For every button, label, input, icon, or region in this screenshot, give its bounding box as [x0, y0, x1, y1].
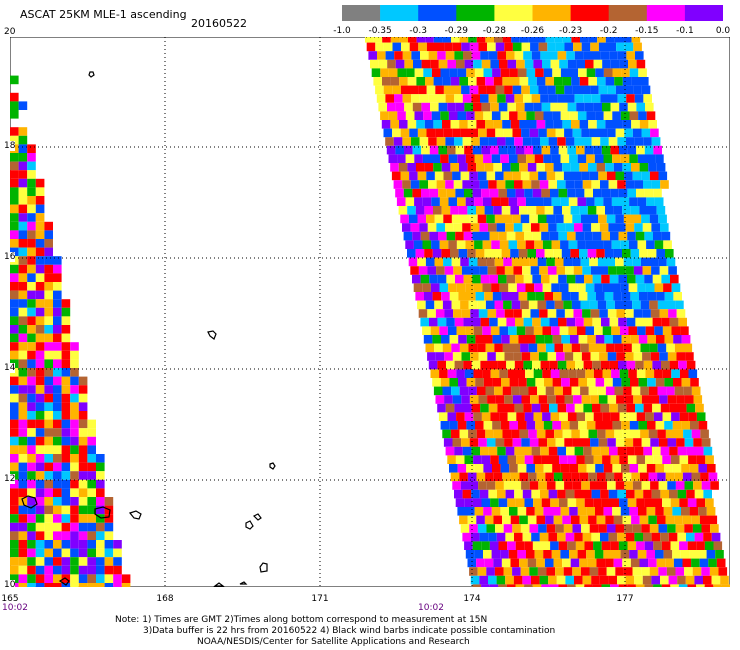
- color-legend-swatch: [380, 5, 419, 21]
- lat-label-10: 10: [4, 580, 16, 590]
- color-legend-swatch: [456, 5, 495, 21]
- pass-time-right: 10:02: [418, 603, 444, 613]
- lon-label-174: 174: [463, 594, 481, 604]
- color-legend-swatch: [684, 5, 723, 21]
- color-legend-swatch: [532, 5, 571, 21]
- color-legend-label: -0.26: [520, 26, 545, 36]
- color-legend-label: -0.15: [635, 26, 659, 36]
- color-legend-label: -0.29: [444, 26, 468, 36]
- lat-lon-grid: [10, 37, 730, 587]
- lon-label-177: 177: [616, 594, 634, 604]
- color-legend-label: -0.23: [558, 26, 583, 36]
- color-legend-label: -0.1: [676, 26, 694, 36]
- color-legend-swatch: [418, 5, 457, 21]
- color-legend-swatch: [570, 5, 609, 21]
- color-legend-label: -1.0: [333, 26, 351, 36]
- lat-label-12: 12: [4, 474, 16, 484]
- color-legend-label: -0.2: [599, 26, 618, 36]
- lon-label-165: 165: [1, 594, 19, 604]
- color-legend-swatch: [342, 5, 381, 21]
- map-title: ASCAT 25KM MLE-1 ascending: [20, 8, 187, 21]
- footnote-line-3: NOAA/NESDIS/Center for Satellite Applica…: [197, 637, 470, 647]
- swath-right: [365, 37, 730, 587]
- lat-label-14: 14: [4, 363, 16, 373]
- pass-time-left: 10:02: [2, 603, 28, 613]
- color-legend-label: -0.28: [482, 26, 507, 36]
- color-legend-swatch: [608, 5, 648, 21]
- color-legend-swatch: [646, 5, 686, 21]
- color-legend-label: 0.0: [715, 26, 731, 36]
- island-outlines: [21, 71, 276, 587]
- footnote-line-1: Note: 1) Times are GMT 2)Times along bot…: [115, 615, 488, 625]
- color-legend-labels: -1.0 -0.35 -0.3 -0.29 -0.28 -0.26 -0.23 -0.2 -0.…: [330, 26, 740, 38]
- color-legend-swatch: [494, 5, 533, 21]
- lon-label-171: 171: [311, 594, 329, 604]
- map-date: 20160522: [191, 17, 247, 30]
- footnotes: Note: 1) Times are GMT 2)Times along bot…: [110, 615, 610, 648]
- lat-label-20: 20: [4, 27, 16, 37]
- lat-label-16: 16: [4, 252, 16, 262]
- lat-label-18: 18: [4, 141, 16, 151]
- swath-left: [10, 75, 131, 587]
- color-legend-label: -0.3: [409, 26, 427, 36]
- scatterometer-map: [10, 37, 730, 587]
- color-legend-label: -0.35: [368, 26, 392, 36]
- color-legend-bar: [342, 5, 723, 21]
- lon-label-168: 168: [156, 594, 174, 604]
- footnote-line-2: 3)Data buffer is 22 hrs from 20160522 4)…: [143, 626, 556, 636]
